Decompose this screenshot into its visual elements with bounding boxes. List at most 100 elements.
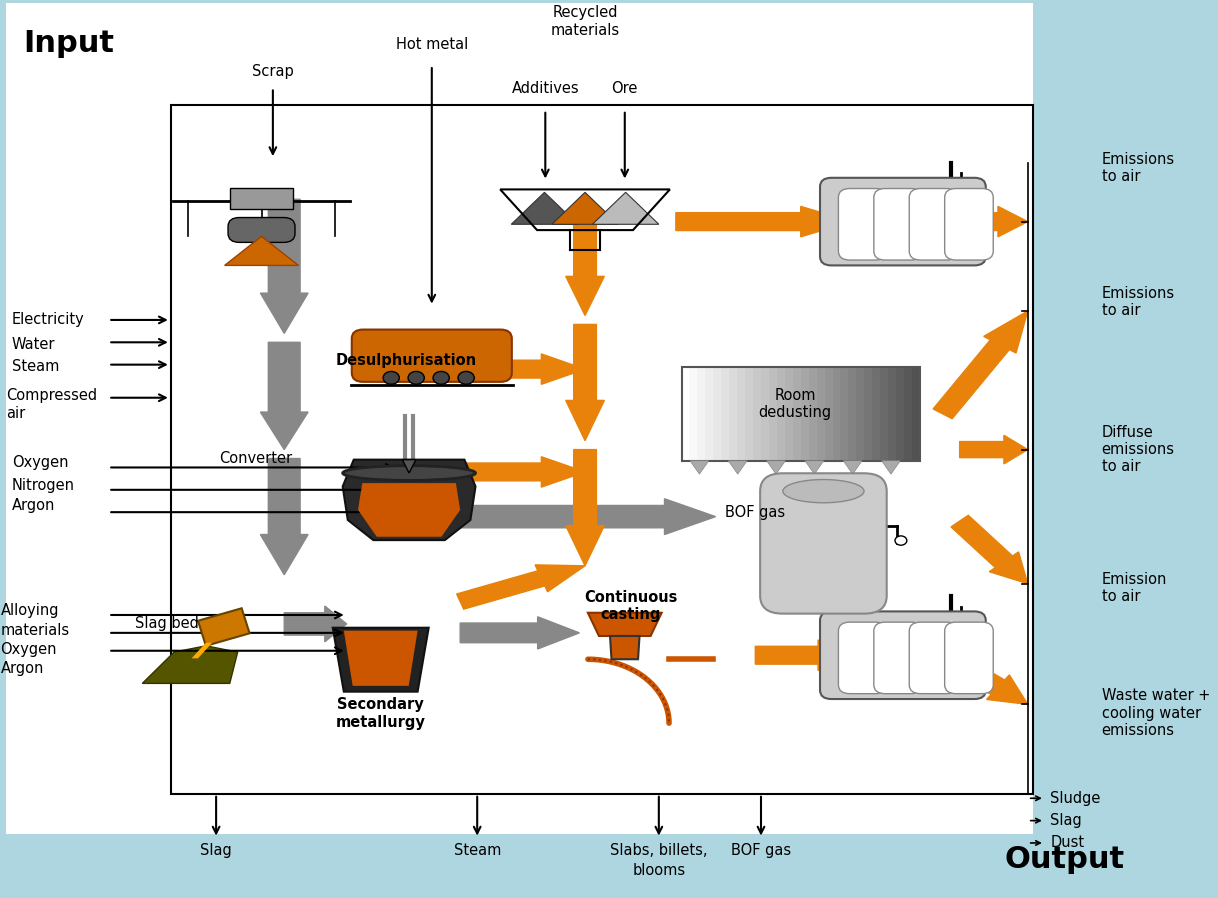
FancyBboxPatch shape bbox=[777, 367, 786, 461]
FancyArrow shape bbox=[565, 204, 604, 315]
FancyArrow shape bbox=[261, 199, 308, 333]
Text: Slag: Slag bbox=[200, 843, 231, 858]
FancyBboxPatch shape bbox=[910, 622, 957, 693]
Polygon shape bbox=[333, 628, 429, 691]
Text: Scrap: Scrap bbox=[252, 64, 294, 78]
Text: Emission
to air: Emission to air bbox=[1101, 572, 1167, 604]
Text: blooms: blooms bbox=[632, 863, 686, 877]
Polygon shape bbox=[610, 636, 639, 659]
Text: Converter: Converter bbox=[219, 451, 292, 466]
Text: metallurgy: metallurgy bbox=[336, 715, 425, 730]
FancyBboxPatch shape bbox=[800, 367, 810, 461]
Polygon shape bbox=[691, 461, 709, 474]
Text: Compressed: Compressed bbox=[6, 389, 97, 403]
FancyArrow shape bbox=[460, 498, 716, 534]
Polygon shape bbox=[805, 461, 823, 474]
Text: Oxygen: Oxygen bbox=[12, 455, 68, 471]
Text: Desulphurisation: Desulphurisation bbox=[335, 353, 476, 367]
FancyBboxPatch shape bbox=[838, 622, 887, 693]
FancyBboxPatch shape bbox=[705, 367, 715, 461]
FancyBboxPatch shape bbox=[352, 330, 512, 382]
FancyArrow shape bbox=[960, 436, 1028, 464]
FancyBboxPatch shape bbox=[753, 367, 762, 461]
FancyBboxPatch shape bbox=[912, 367, 921, 461]
FancyBboxPatch shape bbox=[721, 367, 731, 461]
Circle shape bbox=[895, 536, 907, 545]
Polygon shape bbox=[224, 236, 298, 266]
Circle shape bbox=[384, 372, 400, 384]
Polygon shape bbox=[592, 192, 659, 224]
Text: dedusting: dedusting bbox=[759, 404, 832, 419]
FancyArrow shape bbox=[460, 617, 580, 649]
FancyBboxPatch shape bbox=[730, 367, 738, 461]
FancyBboxPatch shape bbox=[945, 622, 993, 693]
Text: Argon: Argon bbox=[0, 661, 44, 676]
Polygon shape bbox=[143, 646, 238, 683]
FancyBboxPatch shape bbox=[838, 189, 887, 260]
FancyBboxPatch shape bbox=[840, 367, 849, 461]
FancyArrow shape bbox=[284, 606, 347, 642]
Polygon shape bbox=[343, 630, 418, 686]
Polygon shape bbox=[191, 643, 212, 658]
FancyBboxPatch shape bbox=[820, 178, 985, 266]
FancyBboxPatch shape bbox=[872, 367, 882, 461]
FancyBboxPatch shape bbox=[849, 367, 857, 461]
Polygon shape bbox=[342, 460, 475, 540]
Text: Slag bed: Slag bed bbox=[135, 616, 199, 631]
Polygon shape bbox=[358, 483, 460, 537]
FancyArrow shape bbox=[261, 459, 308, 575]
Text: Input: Input bbox=[23, 30, 114, 58]
Text: Nitrogen: Nitrogen bbox=[12, 478, 74, 493]
Polygon shape bbox=[843, 461, 862, 474]
FancyBboxPatch shape bbox=[682, 367, 691, 461]
Text: Output: Output bbox=[1004, 845, 1124, 875]
Text: air: air bbox=[6, 406, 26, 421]
Ellipse shape bbox=[342, 466, 475, 480]
Text: Water: Water bbox=[12, 337, 55, 352]
Text: casting: casting bbox=[600, 607, 660, 622]
FancyBboxPatch shape bbox=[904, 367, 914, 461]
Ellipse shape bbox=[783, 480, 864, 503]
Polygon shape bbox=[6, 3, 1033, 834]
FancyArrow shape bbox=[943, 207, 1028, 237]
Text: Slabs, billets,: Slabs, billets, bbox=[610, 843, 708, 858]
FancyBboxPatch shape bbox=[816, 367, 826, 461]
FancyBboxPatch shape bbox=[809, 367, 817, 461]
FancyArrow shape bbox=[565, 324, 604, 441]
FancyArrow shape bbox=[565, 450, 604, 566]
Text: Recycled: Recycled bbox=[552, 5, 618, 21]
Text: Steam: Steam bbox=[453, 843, 501, 858]
FancyBboxPatch shape bbox=[230, 189, 294, 209]
FancyBboxPatch shape bbox=[945, 189, 993, 260]
FancyBboxPatch shape bbox=[714, 367, 722, 461]
Circle shape bbox=[434, 372, 449, 384]
FancyBboxPatch shape bbox=[896, 367, 905, 461]
Text: Electricity: Electricity bbox=[12, 313, 84, 328]
FancyArrow shape bbox=[933, 311, 1028, 418]
FancyBboxPatch shape bbox=[698, 367, 706, 461]
Text: Secondary: Secondary bbox=[337, 697, 424, 712]
FancyBboxPatch shape bbox=[873, 622, 922, 693]
Text: materials: materials bbox=[0, 622, 69, 638]
FancyArrow shape bbox=[755, 640, 851, 671]
FancyArrow shape bbox=[676, 207, 851, 237]
Polygon shape bbox=[402, 460, 415, 473]
Polygon shape bbox=[512, 192, 577, 224]
Text: BOF gas: BOF gas bbox=[725, 505, 784, 520]
Circle shape bbox=[408, 372, 424, 384]
Text: Room: Room bbox=[775, 389, 816, 403]
FancyBboxPatch shape bbox=[769, 367, 778, 461]
Text: Ore: Ore bbox=[611, 82, 638, 96]
Polygon shape bbox=[882, 461, 900, 474]
FancyBboxPatch shape bbox=[910, 189, 957, 260]
FancyBboxPatch shape bbox=[793, 367, 801, 461]
Text: Oxygen: Oxygen bbox=[0, 642, 57, 657]
FancyArrow shape bbox=[457, 565, 585, 609]
Text: Alloying: Alloying bbox=[0, 603, 58, 618]
Text: Steam: Steam bbox=[12, 359, 60, 374]
Text: Emissions
to air: Emissions to air bbox=[1101, 152, 1174, 184]
FancyBboxPatch shape bbox=[873, 189, 922, 260]
Text: Dust: Dust bbox=[1050, 835, 1084, 850]
FancyBboxPatch shape bbox=[888, 367, 898, 461]
Text: Waste water +
cooling water
emissions: Waste water + cooling water emissions bbox=[1101, 689, 1209, 738]
